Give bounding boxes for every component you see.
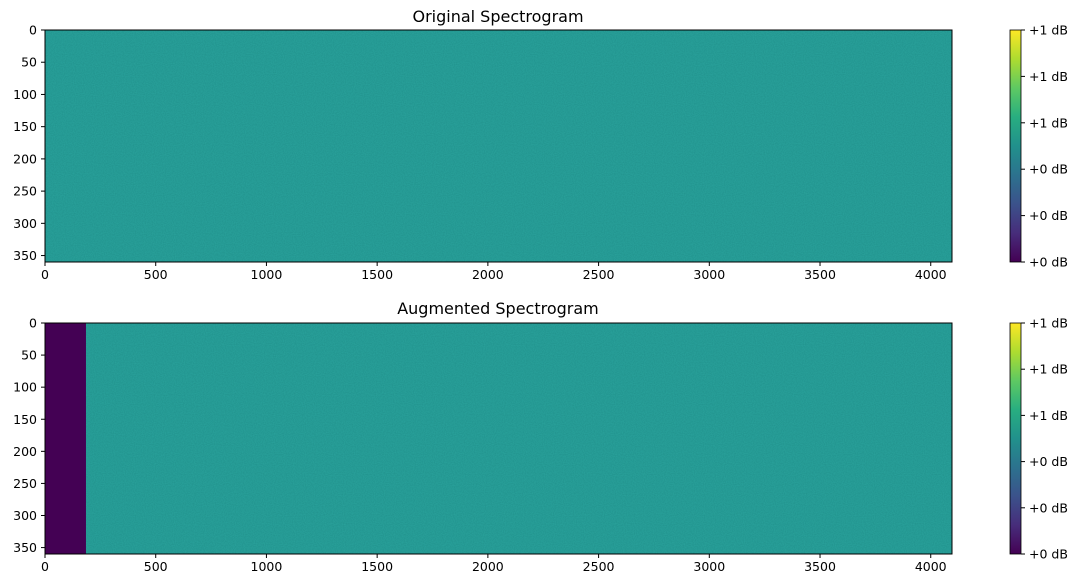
colorbar: +1 dB +1 dB +1 dB +0 dB +0 dB +0 dB xyxy=(1009,316,1068,562)
colorbar-ticks: +1 dB +1 dB +1 dB +0 dB +0 dB +0 dB xyxy=(1021,316,1068,562)
panel-title: Original Spectrogram xyxy=(412,7,583,26)
masked-region xyxy=(45,323,86,554)
colorbar-ticks: +1 dB +1 dB +1 dB +0 dB +0 dB +0 dB xyxy=(1021,23,1068,270)
y-axis: 0 50 100 150 200 250 300 350 xyxy=(13,23,45,263)
colorbar-tick-label: +1 dB xyxy=(1029,69,1068,84)
plot-frame xyxy=(44,29,953,263)
y-tick-label: 50 xyxy=(21,348,37,363)
heatmap-area xyxy=(45,323,952,554)
colorbar: +1 dB +1 dB +1 dB +0 dB +0 dB +0 dB xyxy=(1009,23,1068,270)
y-tick-label: 350 xyxy=(13,540,37,555)
y-axis: 0 50 100 150 200 250 300 350 xyxy=(13,316,45,555)
colorbar-tick-label: +0 dB xyxy=(1029,208,1068,223)
x-axis: 0 500 1000 1500 2000 2500 3000 3500 4000 xyxy=(41,554,947,574)
colorbar-gradient xyxy=(1009,29,1022,263)
y-tick-label: 300 xyxy=(13,508,37,523)
x-tick-label: 1000 xyxy=(251,559,283,574)
heatmap-area xyxy=(45,30,952,262)
x-tick-label: 2500 xyxy=(583,267,615,282)
heatmap-noise xyxy=(45,30,952,262)
x-tick-label: 500 xyxy=(144,559,168,574)
colorbar-tick-label: +1 dB xyxy=(1029,362,1068,377)
colorbar-tick-label: +0 dB xyxy=(1029,454,1068,469)
x-tick-label: 1000 xyxy=(251,267,283,282)
x-tick-label: 500 xyxy=(144,267,168,282)
x-tick-label: 1500 xyxy=(361,559,393,574)
colorbar-gradient xyxy=(1009,322,1022,555)
x-tick-label: 3000 xyxy=(693,559,725,574)
colorbar-tick-label: +0 dB xyxy=(1029,500,1068,515)
panel-title: Augmented Spectrogram xyxy=(397,299,599,318)
x-tick-label: 3500 xyxy=(804,559,836,574)
heatmap-noise xyxy=(45,323,952,554)
colorbar-tick-label: +1 dB xyxy=(1029,23,1068,38)
x-tick-label: 2500 xyxy=(583,559,615,574)
colorbar-tick-label: +0 dB xyxy=(1029,255,1068,270)
x-tick-label: 3000 xyxy=(693,267,725,282)
y-tick-label: 50 xyxy=(21,55,37,70)
x-tick-label: 2000 xyxy=(472,267,504,282)
x-tick-label: 4000 xyxy=(915,559,947,574)
y-tick-label: 250 xyxy=(13,476,37,491)
y-tick-label: 150 xyxy=(13,412,37,427)
y-tick-label: 150 xyxy=(13,119,37,134)
y-tick-label: 0 xyxy=(29,316,37,331)
y-tick-label: 200 xyxy=(13,151,37,166)
colorbar-tick-label: +0 dB xyxy=(1029,162,1068,177)
panel-augmented: Augmented Spectrogram 0 500 1000 1500 2000 25… xyxy=(13,299,1068,574)
y-tick-label: 200 xyxy=(13,444,37,459)
y-tick-label: 300 xyxy=(13,216,37,231)
colorbar-tick-label: +1 dB xyxy=(1029,115,1068,130)
x-tick-label: 1500 xyxy=(361,267,393,282)
y-tick-label: 350 xyxy=(13,248,37,263)
x-tick-label: 2000 xyxy=(472,559,504,574)
colorbar-tick-label: +1 dB xyxy=(1029,408,1068,423)
x-tick-label: 3500 xyxy=(804,267,836,282)
colorbar-tick-label: +1 dB xyxy=(1029,316,1068,331)
x-tick-label: 0 xyxy=(41,559,49,574)
y-tick-label: 250 xyxy=(13,184,37,199)
y-tick-label: 100 xyxy=(13,380,37,395)
y-tick-label: 100 xyxy=(13,87,37,102)
panel-original: Original Spectrogram 0 500 1000 1500 2000 250… xyxy=(13,7,1068,282)
plot-frame xyxy=(44,322,953,555)
colorbar-tick-label: +0 dB xyxy=(1029,547,1068,562)
y-tick-label: 0 xyxy=(29,23,37,38)
x-tick-label: 0 xyxy=(41,267,49,282)
x-tick-label: 4000 xyxy=(915,267,947,282)
x-axis: 0 500 1000 1500 2000 2500 3000 3500 4000 xyxy=(41,262,947,282)
